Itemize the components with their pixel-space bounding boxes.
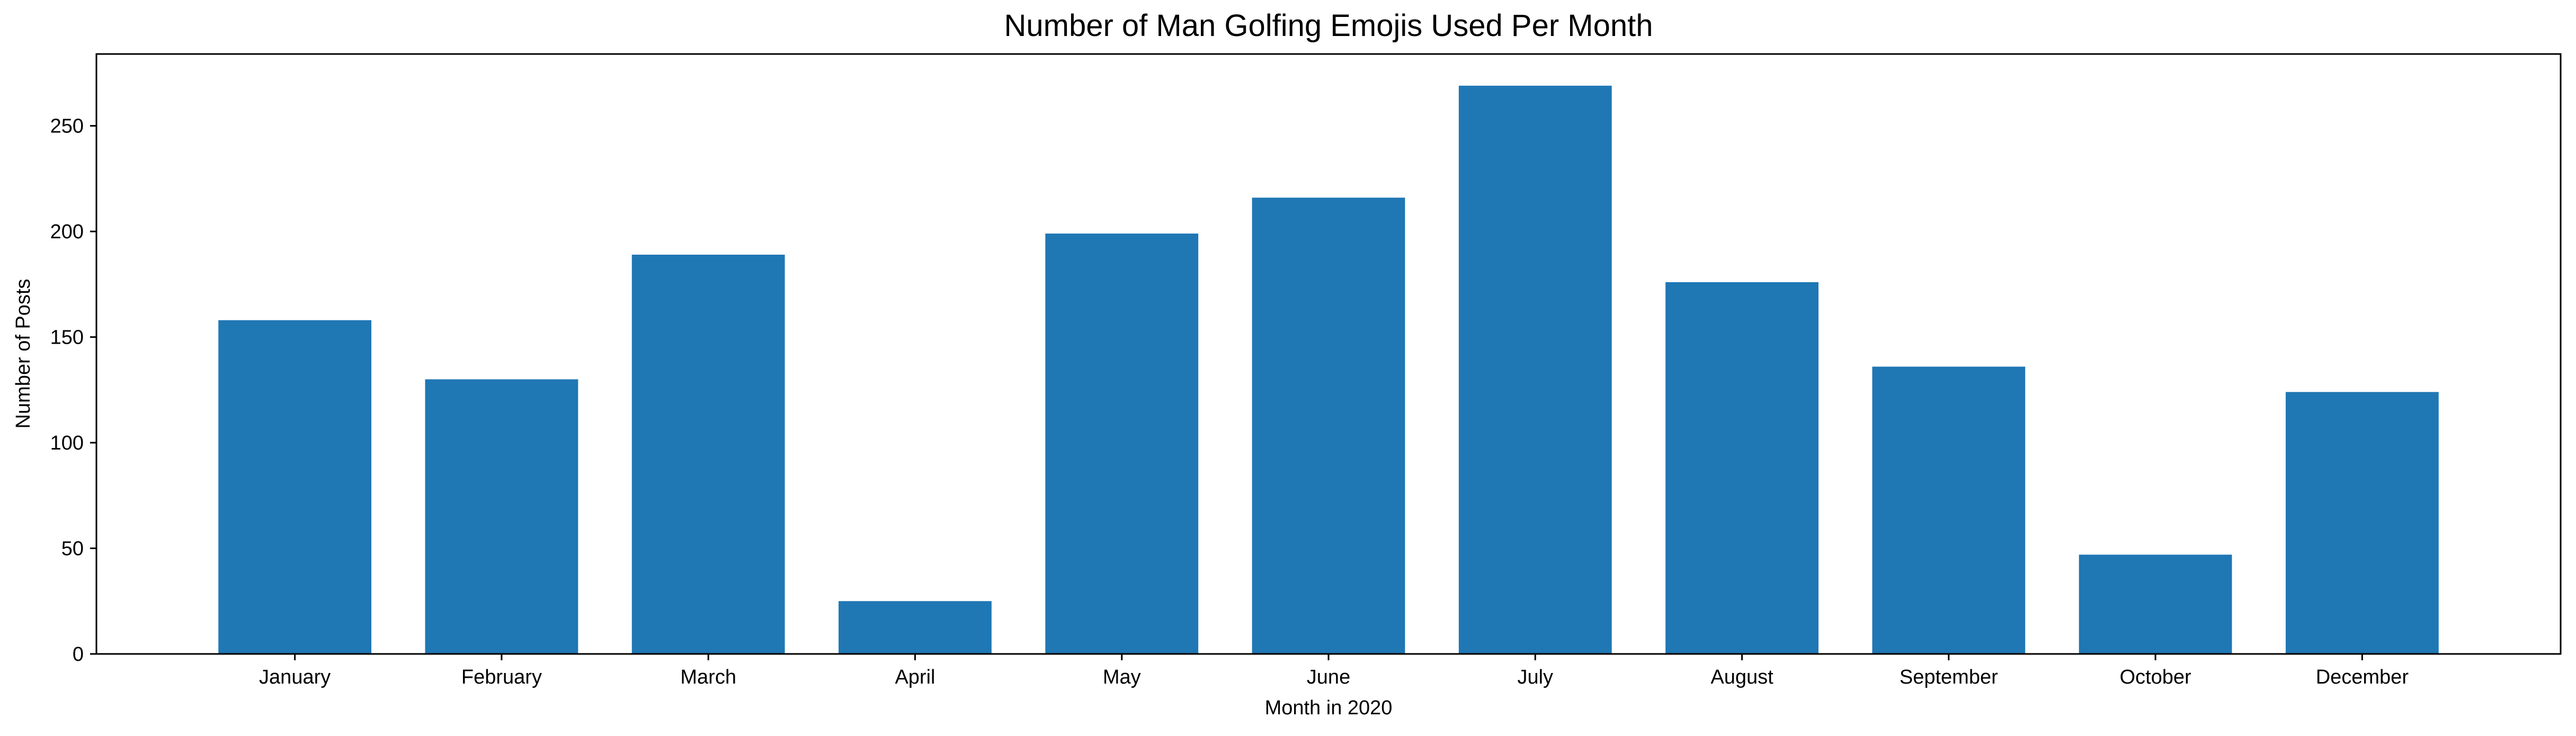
x-tick-label-march: March bbox=[680, 666, 736, 688]
bars-layer bbox=[218, 85, 2439, 654]
x-tick-label-august: August bbox=[1710, 666, 1773, 688]
bar-february bbox=[425, 379, 578, 654]
x-tick-label-july: July bbox=[1517, 666, 1553, 688]
y-tick-label-250: 250 bbox=[50, 115, 84, 138]
bar-july bbox=[1458, 85, 1612, 654]
x-tick-label-september: September bbox=[1900, 666, 1998, 688]
x-axis: January February March April May June July Augu… bbox=[259, 654, 2409, 688]
y-tick-label-100: 100 bbox=[50, 432, 84, 454]
bar-june bbox=[1252, 198, 1405, 654]
plot-frame bbox=[95, 53, 2562, 655]
x-tick-label-october: October bbox=[2119, 666, 2191, 688]
x-axis-label: Month in 2020 bbox=[1265, 697, 1393, 719]
bar-april bbox=[839, 601, 992, 654]
y-tick-label-200: 200 bbox=[50, 221, 84, 243]
y-tick-label-50: 50 bbox=[61, 538, 84, 560]
x-tick-label-december: December bbox=[2316, 666, 2409, 688]
bar-december bbox=[2285, 392, 2439, 654]
x-tick-label-february: February bbox=[461, 666, 542, 688]
bar-october bbox=[2079, 554, 2232, 654]
x-tick-label-june: June bbox=[1307, 666, 1350, 688]
y-axis: 0 50 100 150 200 250 bbox=[50, 115, 96, 666]
x-tick-label-may: May bbox=[1103, 666, 1141, 688]
x-tick-label-april: April bbox=[895, 666, 935, 688]
x-tick-label-january: January bbox=[259, 666, 331, 688]
y-axis-label: Number of Posts bbox=[12, 279, 34, 429]
bar-january bbox=[218, 320, 372, 654]
bar-august bbox=[1665, 282, 1819, 654]
chart-title: Number of Man Golfing Emojis Used Per Mo… bbox=[1004, 8, 1653, 43]
y-tick-label-150: 150 bbox=[50, 327, 84, 349]
bar-march bbox=[631, 254, 785, 654]
bar-may bbox=[1045, 234, 1199, 654]
y-tick-label-0: 0 bbox=[73, 643, 84, 666]
bar-september bbox=[1872, 366, 2026, 654]
